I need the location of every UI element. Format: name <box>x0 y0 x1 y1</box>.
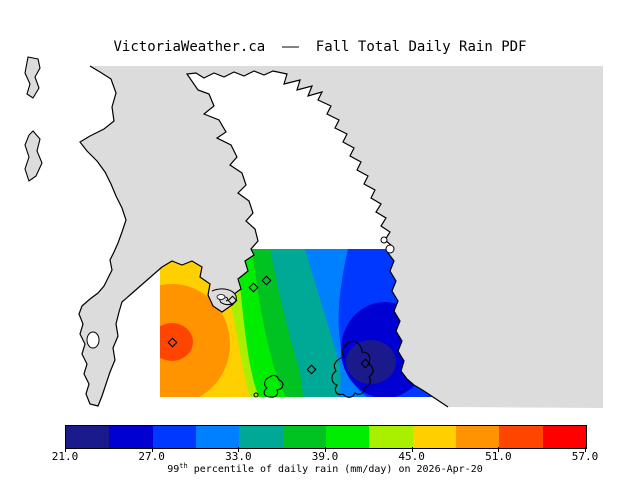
colorbar-tick <box>411 447 413 452</box>
colorbar-segment <box>66 426 110 448</box>
harbour-outline <box>331 340 374 398</box>
colorbar-segment <box>239 426 283 448</box>
colorbar-tick-label: 45.0 <box>398 450 425 463</box>
colorbar-tick-label: 39.0 <box>311 450 339 463</box>
colorbar-segment <box>195 426 240 448</box>
colorbar-tick <box>151 447 153 452</box>
lake-outline <box>263 374 284 398</box>
colorbar-segment <box>109 426 153 448</box>
band-red-core <box>160 323 193 361</box>
station-marker <box>360 358 371 369</box>
colorbar-segment <box>282 426 326 448</box>
colorbar-segment <box>412 426 456 448</box>
small-island <box>385 244 395 254</box>
station-marker <box>248 282 259 293</box>
caption-prefix: 99 <box>167 464 180 475</box>
colorbar-tick <box>65 447 66 452</box>
small-island-2 <box>380 236 388 244</box>
colorbar <box>65 425 587 449</box>
colorbar-tick-label: 27.0 <box>138 450 165 463</box>
colorbar-tick <box>585 447 586 452</box>
hook-island <box>86 331 100 349</box>
colorbar-tick-label: 33.0 <box>225 450 252 463</box>
colorbar-caption: 99th percentile of daily rain (mm/day) o… <box>65 462 585 475</box>
station-marker <box>306 364 317 375</box>
band-orange <box>160 284 230 397</box>
station-marker <box>167 337 178 348</box>
colorbar-tick <box>325 447 326 452</box>
colorbar-segment <box>542 426 586 448</box>
colorbar-segment <box>499 426 543 448</box>
colorbar-tick-label: 21.0 <box>51 450 79 463</box>
pond-outline <box>253 392 259 398</box>
band-navy-core <box>346 340 396 384</box>
caption-rest: percentile of daily rain (mm/day) on 202… <box>187 464 483 475</box>
caption-superscript: th <box>179 462 188 470</box>
northwest-inlet <box>24 56 41 99</box>
colorbar-segment <box>455 426 500 448</box>
station-marker <box>261 275 272 286</box>
station-marker <box>227 295 238 306</box>
page-title: VictoriaWeather.ca —— Fall Total Daily R… <box>113 39 527 55</box>
colorbar-segment <box>369 426 413 448</box>
coastline <box>78 65 449 408</box>
colorbar-tick-label: 57.0 <box>571 450 599 463</box>
colorbar-segment <box>325 426 370 448</box>
colorbar-tick <box>498 447 500 452</box>
colorbar-tick <box>238 447 240 452</box>
west-inlet <box>24 130 43 182</box>
lagoon-gap <box>216 294 226 300</box>
water-area <box>79 66 603 408</box>
colorbar-tick-label: 51.0 <box>485 450 512 463</box>
colorbar-segment <box>152 426 196 448</box>
